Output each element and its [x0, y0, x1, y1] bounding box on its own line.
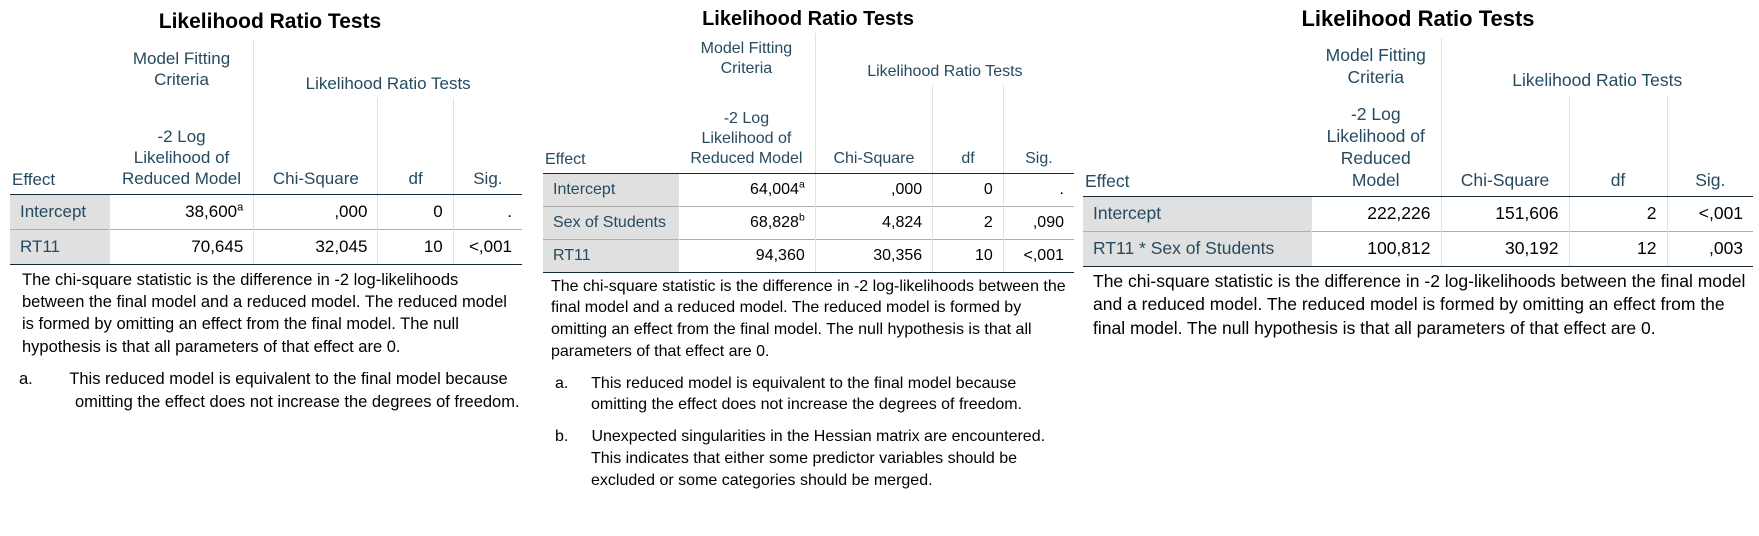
note-a: a. This reduced model is equivalent to t…: [555, 374, 1023, 414]
table-row: Sex of Students 68,828b 4,824 2 ,090: [543, 205, 1074, 239]
sig-cell: <,001: [1002, 238, 1074, 273]
neg2ll-cell: 94,360: [677, 238, 816, 273]
neg2ll-cell: 70,645: [109, 228, 254, 265]
row-label: Sex of Students: [543, 205, 679, 239]
table-title: Likelihood Ratio Tests: [1301, 6, 1535, 31]
effect-header: Effect: [543, 33, 679, 174]
chi-square-cell: 32,045: [253, 228, 378, 265]
neg2ll-cell: 38,600a: [109, 193, 254, 229]
footnote-marker: b: [798, 212, 805, 224]
table-row: Intercept 222,226 151,606 2 <,001: [1083, 195, 1754, 231]
neg2ll-cell: 100,812: [1310, 230, 1441, 267]
sig-cell: ,003: [1666, 230, 1754, 267]
effect-header: Effect: [1083, 38, 1311, 197]
note-a: a. This reduced model is equivalent to t…: [19, 370, 520, 411]
model-fitting-criteria-header: Model Fitting Criteria: [132, 48, 231, 89]
model-fitting-criteria-header: Model Fitting Criteria: [700, 40, 793, 77]
df-cell: 0: [377, 193, 454, 229]
lrt-panel-3: Likelihood Ratio Tests Effect Model Fitt…: [1083, 0, 1755, 341]
sig-cell: ,090: [1002, 205, 1074, 239]
chi-square-cell: ,000: [814, 172, 933, 206]
sig-header: Sig.: [1666, 96, 1754, 197]
sig-header: Sig.: [452, 98, 522, 195]
row-label: Intercept: [10, 193, 110, 229]
df-cell: 2: [932, 205, 1004, 239]
table-row: Intercept 64,004a ,000 0 .: [543, 172, 1074, 206]
likelihood-ratio-tests-header: Likelihood Ratio Tests: [814, 33, 1074, 85]
row-label: Intercept: [1083, 195, 1311, 231]
df-cell: 12: [1568, 230, 1667, 267]
lrt-panel-2: Likelihood Ratio Tests Effect Model Fitt…: [543, 0, 1074, 491]
table-footnote: The chi-square statistic is the differen…: [1093, 270, 1746, 339]
chi-square-cell: 151,606: [1440, 195, 1569, 231]
sig-cell: <,001: [1666, 195, 1754, 231]
lrt-table: Effect Model Fitting Criteria Likelihood…: [10, 40, 522, 265]
row-label: RT11: [543, 238, 679, 273]
df-header: df: [1568, 96, 1667, 197]
effect-header: Effect: [10, 40, 110, 195]
chi-square-cell: ,000: [253, 193, 378, 229]
table-footnote: The chi-square statistic is the differen…: [551, 277, 1066, 360]
sig-cell: <,001: [452, 228, 522, 265]
df-cell: 10: [377, 228, 454, 265]
chi-square-cell: 4,824: [814, 205, 933, 239]
neg2ll-cell: 222,226: [1310, 195, 1441, 231]
sig-header: Sig.: [1002, 85, 1074, 174]
row-label: RT11: [10, 228, 110, 265]
footnote-marker: a: [237, 200, 244, 213]
neg2ll-header: -2 Log Likelihood of Reduced Model: [678, 85, 816, 174]
table-title: Likelihood Ratio Tests: [702, 8, 914, 30]
row-label: RT11 * Sex of Students: [1083, 230, 1311, 267]
sig-cell: .: [1002, 172, 1074, 206]
df-header: df: [932, 85, 1004, 174]
lrt-panel-1: Likelihood Ratio Tests Effect Model Fitt…: [10, 0, 530, 413]
chi-square-header: Chi-Square: [1440, 96, 1569, 197]
row-label: Intercept: [543, 172, 679, 206]
likelihood-ratio-tests-header: Likelihood Ratio Tests: [253, 40, 522, 98]
df-cell: 0: [932, 172, 1004, 206]
footnote-marker: a: [798, 179, 805, 191]
table-row: Intercept 38,600a ,000 0 .: [10, 193, 522, 229]
table-title: Likelihood Ratio Tests: [158, 10, 382, 33]
lrt-table: Effect Model Fitting Criteria Likelihood…: [543, 33, 1074, 273]
chi-square-cell: 30,356: [814, 238, 933, 273]
lrt-table: Effect Model Fitting Criteria Likelihood…: [1083, 38, 1754, 267]
df-cell: 2: [1568, 195, 1667, 231]
neg2ll-cell: 64,004a: [677, 172, 816, 206]
table-row: RT11 * Sex of Students 100,812 30,192 12…: [1083, 230, 1754, 267]
df-header: df: [377, 98, 454, 195]
table-footnote: The chi-square statistic is the differen…: [22, 270, 507, 356]
df-cell: 10: [932, 238, 1004, 273]
table-row: RT11 94,360 30,356 10 <,001: [543, 238, 1074, 273]
likelihood-ratio-tests-header: Likelihood Ratio Tests: [1440, 38, 1754, 96]
model-fitting-criteria-header: Model Fitting Criteria: [1325, 45, 1426, 87]
table-row: RT11 70,645 32,045 10 <,001: [10, 228, 522, 265]
chi-square-header: Chi-Square: [814, 85, 933, 174]
sig-cell: .: [452, 193, 522, 229]
neg2ll-cell: 68,828b: [677, 205, 816, 239]
neg2ll-header: -2 Log Likelihood of Reduced Model: [109, 98, 254, 195]
note-b: b. Unexpected singularities in the Hessi…: [555, 428, 1046, 489]
chi-square-cell: 30,192: [1440, 230, 1569, 267]
chi-square-header: Chi-Square: [253, 98, 378, 195]
neg2ll-header: -2 Log Likelihood of Reduced Model: [1311, 96, 1441, 197]
